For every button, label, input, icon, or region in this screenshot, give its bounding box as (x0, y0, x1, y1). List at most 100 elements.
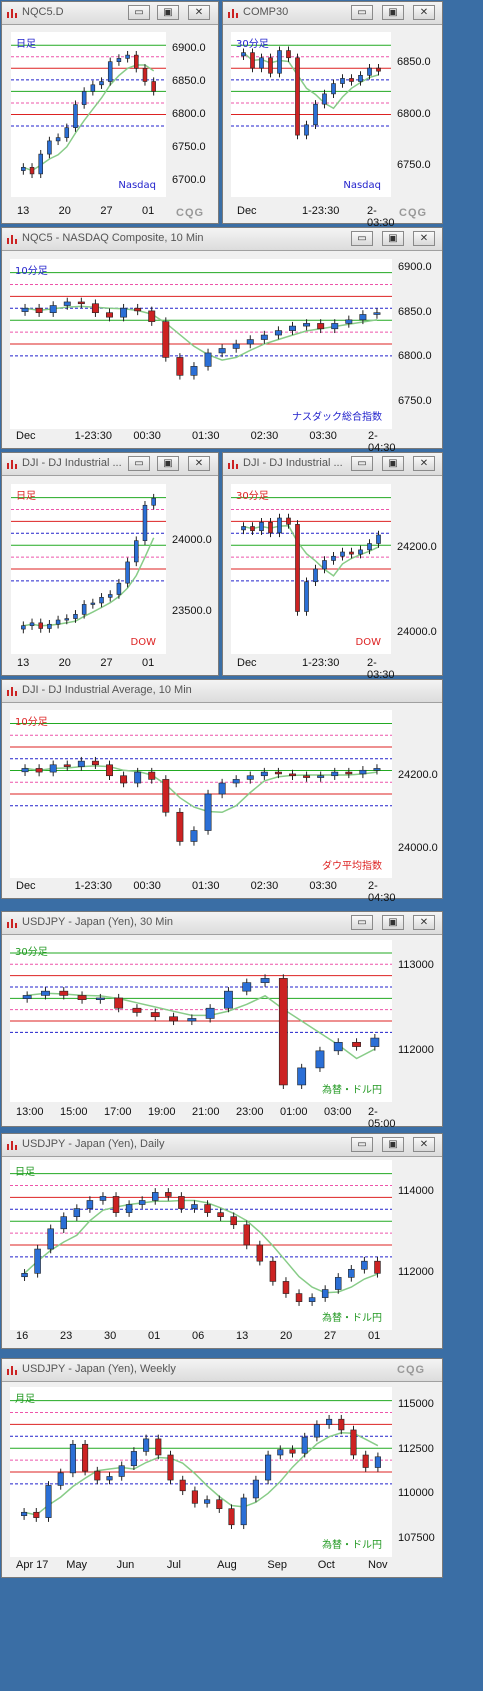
candle-body (55, 137, 61, 142)
close-button[interactable]: ✕ (413, 231, 435, 246)
chart-area[interactable]: 30分足 Nasdaq (231, 32, 391, 197)
chart-app-icon (7, 1366, 17, 1375)
x-tick-label: 27 (324, 1330, 337, 1342)
candle-body (57, 1472, 64, 1486)
titlebar[interactable]: USDJPY - Japan (Yen), 30 Min ▭ ▣ ✕ (2, 912, 442, 935)
candle-body (340, 78, 345, 84)
x-tick-label: Jul (166, 1559, 181, 1571)
x-tick-label: 23:00 (236, 1106, 264, 1118)
candle-body (191, 1490, 198, 1504)
close-button[interactable]: ✕ (413, 915, 435, 930)
titlebar[interactable]: DJI - DJ Industrial ... ▭ ▣ ✕ (223, 453, 442, 476)
titlebar[interactable]: USDJPY - Japan (Yen), Weekly CQG (2, 1359, 442, 1382)
candle-body (107, 594, 113, 598)
y-tick-label: 6800.0 (172, 107, 206, 120)
titlebar[interactable]: NQC5 - NASDAQ Composite, 10 Min ▭ ▣ ✕ (2, 228, 442, 251)
candle-body (250, 526, 255, 532)
x-tick-label: 27 (100, 657, 113, 669)
y-axis: 24200.0 24000.0 (396, 710, 444, 878)
titlebar[interactable]: COMP30 ▭ ▣ ✕ (223, 2, 442, 25)
x-tick-label: 1-23:30 (302, 657, 340, 669)
restore-button[interactable]: ▣ (382, 1137, 404, 1152)
candle-body (289, 773, 296, 777)
x-tick-label: 2-04:30 (368, 430, 396, 454)
close-button[interactable]: ✕ (413, 5, 435, 20)
minimize-button[interactable]: ▭ (351, 1137, 373, 1152)
candle-body (282, 1281, 290, 1294)
minimize-button[interactable]: ▭ (351, 231, 373, 246)
chart-svg (10, 952, 392, 1089)
instrument-label: DOW (130, 637, 156, 648)
x-axis: Apr 17 May Jun Jul Aug Sep Oct Nov (10, 1559, 392, 1575)
candle-body (246, 775, 254, 780)
x-tick-label: 02:30 (250, 430, 279, 442)
chart-area[interactable]: 10分足 ダウ平均指数 (10, 710, 392, 878)
candle-body (162, 779, 170, 813)
x-tick-label: 13:00 (16, 1106, 44, 1118)
titlebar[interactable]: NQC5.D ▭ ▣ ✕ (2, 2, 218, 25)
minimize-button[interactable]: ▭ (128, 5, 150, 20)
x-axis: Dec 1-23:30 2-03:30 (231, 205, 395, 229)
titlebar[interactable]: DJI - DJ Industrial Average, 10 Min (2, 680, 442, 703)
chart-area[interactable]: 30分足 DOW (231, 484, 391, 654)
candle-body (130, 1451, 137, 1467)
cqg-logo: CQG (397, 1364, 426, 1376)
instrument-label: DOW (355, 637, 381, 648)
chart-area[interactable]: 30分足 為替・ドル円 (10, 940, 392, 1102)
x-axis: Dec 1-23:30 2-03:30 (231, 657, 395, 681)
minimize-button[interactable]: ▭ (351, 5, 373, 20)
restore-button[interactable]: ▣ (382, 231, 404, 246)
close-button[interactable]: ✕ (413, 1137, 435, 1152)
x-tick-label: 1-23:30 (302, 205, 340, 217)
candle-body (155, 1438, 162, 1456)
period-label: 30分足 (15, 947, 48, 958)
candle-body (69, 1443, 76, 1474)
candle-body (81, 604, 87, 615)
x-tick-label: 2-03:30 (367, 657, 395, 681)
restore-button[interactable]: ▣ (157, 5, 179, 20)
candle-body (162, 321, 170, 358)
candle-body (150, 1012, 160, 1018)
period-label: 日足 (15, 1167, 35, 1178)
candle-body (331, 555, 336, 561)
period-label: 日足 (16, 39, 36, 50)
chart-area[interactable]: 日足 為替・ドル円 (10, 1160, 392, 1330)
candle-body (116, 582, 122, 595)
x-axis: 13 20 27 01 (11, 205, 166, 221)
close-button[interactable]: ✕ (188, 5, 210, 20)
titlebar[interactable]: DJI - DJ Industrial ... ▭ ▣ ✕ (2, 453, 218, 476)
x-tick-label: 01:30 (192, 880, 220, 892)
y-tick-label: 112500 (398, 1442, 434, 1455)
close-button[interactable]: ✕ (188, 456, 210, 471)
titlebar[interactable]: USDJPY - Japan (Yen), Daily ▭ ▣ ✕ (2, 1134, 442, 1157)
chart-area[interactable]: 日足 Nasdaq (11, 32, 166, 197)
chart-area[interactable]: 日足 DOW (11, 484, 166, 654)
candle-body (143, 1438, 150, 1452)
y-axis: 115000 112500 110000 107500 (396, 1387, 444, 1557)
candle-body (95, 997, 105, 1000)
candle-body (308, 1297, 316, 1302)
close-button[interactable]: ✕ (413, 456, 435, 471)
y-axis: 6850.0 6800.0 6750.0 (395, 32, 443, 197)
candle-body (90, 84, 96, 92)
candle-body (49, 305, 57, 313)
candle-body (35, 768, 43, 773)
candle-body (359, 314, 367, 321)
minimize-button[interactable]: ▭ (351, 456, 373, 471)
x-axis: 13 20 27 01 (11, 657, 166, 673)
window-dji-30min: DJI - DJ Industrial ... ▭ ▣ ✕ 30分足 DOW 2420… (222, 452, 443, 681)
minimize-button[interactable]: ▭ (351, 915, 373, 930)
candle-body (142, 504, 148, 541)
candle-body (204, 1204, 211, 1213)
chart-area[interactable]: 10分足 ナスダック総合指数 (10, 259, 392, 429)
restore-button[interactable]: ▣ (382, 456, 404, 471)
candle-body (297, 1067, 307, 1086)
candle-body (242, 982, 252, 992)
chart-area[interactable]: 月足 為替・ドル円 (10, 1387, 392, 1557)
candle-body (230, 1216, 237, 1226)
restore-button[interactable]: ▣ (382, 5, 404, 20)
candle-body (21, 768, 29, 773)
restore-button[interactable]: ▣ (382, 915, 404, 930)
minimize-button[interactable]: ▭ (128, 456, 150, 471)
restore-button[interactable]: ▣ (157, 456, 179, 471)
